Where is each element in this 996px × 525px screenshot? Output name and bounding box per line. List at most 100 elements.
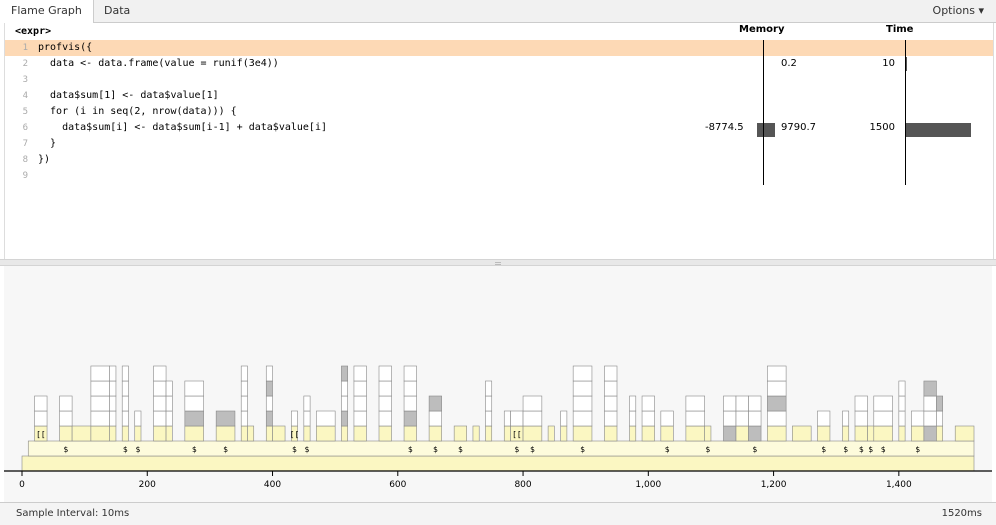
flame-frame[interactable] xyxy=(767,380,787,397)
flame-frame[interactable] xyxy=(898,395,906,412)
flame-frame[interactable] xyxy=(510,410,524,427)
tab-data[interactable]: Data xyxy=(104,4,131,17)
flame-frame[interactable] xyxy=(134,410,142,427)
flame-frame[interactable] xyxy=(90,380,110,397)
flame-frame[interactable] xyxy=(572,410,593,427)
flame-frame[interactable] xyxy=(560,410,568,427)
flame-frame[interactable] xyxy=(153,395,167,412)
flame-frame[interactable] xyxy=(71,425,92,442)
flame-frame[interactable] xyxy=(854,395,868,412)
flame-frame[interactable] xyxy=(378,410,392,427)
flame-frame[interactable] xyxy=(748,425,762,442)
splitter-grip-icon[interactable] xyxy=(495,262,501,265)
code-line[interactable]: 1 profvis({ xyxy=(5,40,993,56)
flame-frame[interactable] xyxy=(240,365,248,382)
flame-frame[interactable] xyxy=(134,425,142,442)
flame-graph-canvas[interactable]: [[$ $ $ $ $ $ [[$ $ $ $ $ [[$ $ $ $ $ $ $ $ $ $ $0 200 400 600 80… xyxy=(4,266,992,502)
flame-frame[interactable] xyxy=(817,410,831,427)
flame-frame[interactable] xyxy=(685,425,705,442)
flame-frame[interactable] xyxy=(485,380,493,397)
flame-frame[interactable] xyxy=(767,425,787,442)
tab-flame-graph[interactable]: Flame Graph xyxy=(0,0,94,23)
flame-frame[interactable] xyxy=(428,425,442,442)
flame-graph[interactable]: [[$ $ $ $ $ $ [[$ $ $ $ $ [[$ $ $ $ $ $ $ $ $ $ $0 200 400 600 80… xyxy=(4,266,992,502)
flame-frame[interactable] xyxy=(472,425,480,442)
flame-frame[interactable] xyxy=(403,410,417,427)
flame-frame[interactable] xyxy=(109,365,117,382)
flame-frame[interactable] xyxy=(898,380,906,397)
flame-frame[interactable] xyxy=(660,410,674,427)
flame-frame[interactable] xyxy=(723,425,737,442)
flame-frame[interactable] xyxy=(560,425,568,442)
flame-frame[interactable] xyxy=(303,395,311,412)
flame-frame[interactable] xyxy=(378,395,392,412)
flame-frame[interactable] xyxy=(341,365,348,382)
flame-frame[interactable] xyxy=(735,425,749,442)
flame-frame[interactable] xyxy=(936,395,943,412)
flame-frame[interactable] xyxy=(503,425,511,442)
code-line[interactable]: 3 xyxy=(5,72,993,88)
flame-frame[interactable] xyxy=(272,425,286,442)
flame-frame[interactable] xyxy=(303,425,311,442)
options-menu[interactable]: Options ▾ xyxy=(932,4,984,17)
flame-frame[interactable] xyxy=(265,380,273,397)
flame-frame[interactable] xyxy=(604,365,618,382)
flame-frame[interactable] xyxy=(34,395,48,412)
flame-frame[interactable] xyxy=(854,425,868,442)
flame-frame[interactable] xyxy=(215,425,236,442)
flame-frame[interactable] xyxy=(641,395,655,412)
flame-frame[interactable] xyxy=(34,410,48,427)
flame-frame[interactable] xyxy=(685,395,705,412)
flame-frame[interactable] xyxy=(685,410,705,427)
flame-frame[interactable] xyxy=(265,425,273,442)
flame-frame[interactable] xyxy=(240,395,248,412)
flame-frame[interactable] xyxy=(165,425,173,442)
flame-frame[interactable] xyxy=(604,380,618,397)
flame-frame[interactable] xyxy=(341,395,348,412)
flame-frame[interactable] xyxy=(153,380,167,397)
flame-frame[interactable] xyxy=(341,425,348,442)
flame-frame[interactable] xyxy=(547,425,555,442)
flame-frame[interactable] xyxy=(240,380,248,397)
flame-frame[interactable] xyxy=(923,425,937,442)
flame-frame[interactable] xyxy=(898,425,906,442)
flame-frame[interactable] xyxy=(911,425,925,442)
flame-frame[interactable] xyxy=(184,410,204,427)
flame-frame[interactable] xyxy=(873,425,893,442)
flame-frame[interactable] xyxy=(604,425,618,442)
flame-frame[interactable] xyxy=(923,380,937,397)
flame-frame[interactable] xyxy=(316,425,336,442)
code-line[interactable]: 4 data$sum[1] <- data$value[1] xyxy=(5,88,993,104)
flame-frame[interactable] xyxy=(704,425,712,442)
flame-frame[interactable] xyxy=(316,410,336,427)
flame-frame[interactable] xyxy=(265,410,273,427)
flame-frame[interactable] xyxy=(378,380,392,397)
flame-frame[interactable] xyxy=(936,410,943,427)
flame-frame[interactable] xyxy=(817,425,831,442)
flame-frame[interactable] xyxy=(121,410,129,427)
code-line[interactable]: 5 for (i in seq(2, nrow(data))) { xyxy=(5,104,993,120)
flame-frame[interactable] xyxy=(748,395,762,412)
flame-frame[interactable] xyxy=(165,410,173,427)
flame-frame[interactable] xyxy=(341,410,348,427)
flame-frame[interactable] xyxy=(165,380,173,397)
flame-frame[interactable] xyxy=(109,425,117,442)
flame-frame[interactable] xyxy=(109,395,117,412)
flame-frame[interactable] xyxy=(723,410,737,427)
flame-frame[interactable] xyxy=(723,395,737,412)
flame-frame[interactable] xyxy=(748,410,762,427)
flame-frame[interactable] xyxy=(873,410,893,427)
flame-frame[interactable] xyxy=(341,380,348,397)
flame-frame[interactable] xyxy=(59,395,73,412)
flame-frame[interactable] xyxy=(911,410,925,427)
flame-frame[interactable] xyxy=(604,395,618,412)
flame-frame[interactable] xyxy=(109,410,117,427)
flame-frame[interactable] xyxy=(898,410,906,427)
flame-frame[interactable] xyxy=(767,410,787,427)
flame-frame[interactable] xyxy=(485,395,493,412)
flame-frame[interactable] xyxy=(767,395,787,412)
code-line[interactable]: 9 xyxy=(5,168,993,184)
flame-frame[interactable] xyxy=(153,410,167,427)
flame-frame[interactable] xyxy=(735,395,749,412)
flame-frame[interactable] xyxy=(954,425,975,442)
